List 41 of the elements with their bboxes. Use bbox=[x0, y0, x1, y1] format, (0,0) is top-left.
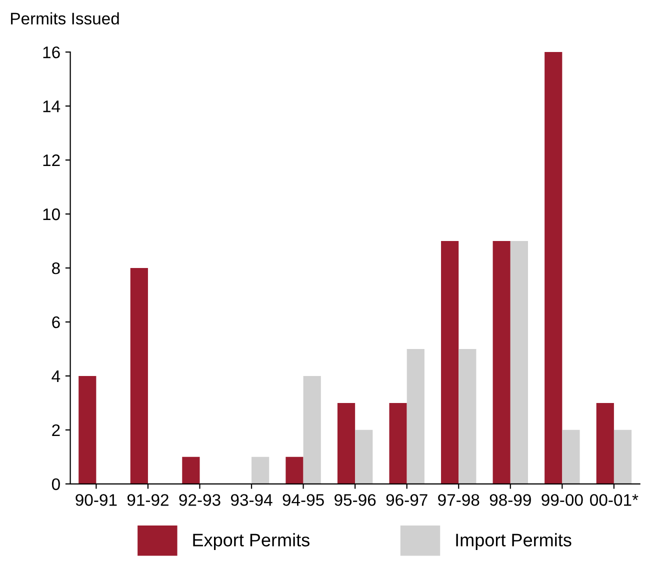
bar bbox=[286, 456, 304, 484]
bar bbox=[303, 376, 321, 484]
x-tick-label: 97-98 bbox=[438, 494, 480, 506]
x-tick-label: 96-97 bbox=[386, 494, 428, 506]
bar bbox=[337, 402, 356, 484]
bar bbox=[596, 402, 614, 484]
x-tick-label: 90-91 bbox=[76, 494, 117, 506]
y-tick-label: 14 bbox=[43, 100, 60, 112]
y-tick-label: 10 bbox=[43, 208, 60, 220]
y-tick-label: 0 bbox=[52, 478, 60, 490]
bar bbox=[562, 430, 580, 484]
y-tick-label: 16 bbox=[43, 46, 60, 58]
x-tick-label: 98-99 bbox=[490, 494, 531, 506]
y-tick-label: 2 bbox=[52, 424, 60, 436]
bar bbox=[510, 240, 528, 484]
x-tick-label: 95-96 bbox=[334, 494, 376, 506]
legend-label: Import Permits bbox=[456, 533, 572, 550]
bar bbox=[78, 376, 96, 484]
bar bbox=[614, 430, 632, 484]
y-axis-title: Permits Issued bbox=[11, 12, 119, 24]
bar bbox=[389, 402, 407, 484]
bar bbox=[406, 348, 424, 484]
bar bbox=[252, 456, 270, 484]
bar bbox=[182, 456, 200, 484]
bar bbox=[458, 348, 476, 484]
bar bbox=[130, 268, 148, 484]
x-tick-label: 91-92 bbox=[127, 494, 168, 506]
bar bbox=[492, 240, 510, 484]
y-tick-label: 12 bbox=[43, 154, 60, 166]
x-tick-label: 99-00 bbox=[542, 494, 583, 506]
legend-label: Export Permits bbox=[193, 533, 310, 550]
x-tick-label: 92-93 bbox=[179, 494, 220, 506]
x-tick-label: 93-94 bbox=[230, 494, 272, 506]
y-tick-label: 6 bbox=[52, 316, 60, 328]
y-tick-label: 4 bbox=[52, 370, 60, 382]
bar bbox=[544, 52, 562, 484]
x-tick-label: 94-95 bbox=[282, 494, 324, 506]
bar bbox=[355, 430, 373, 484]
bar bbox=[441, 240, 459, 484]
x-tick-label: 00-01* bbox=[590, 494, 638, 506]
y-tick-label: 8 bbox=[52, 262, 60, 274]
